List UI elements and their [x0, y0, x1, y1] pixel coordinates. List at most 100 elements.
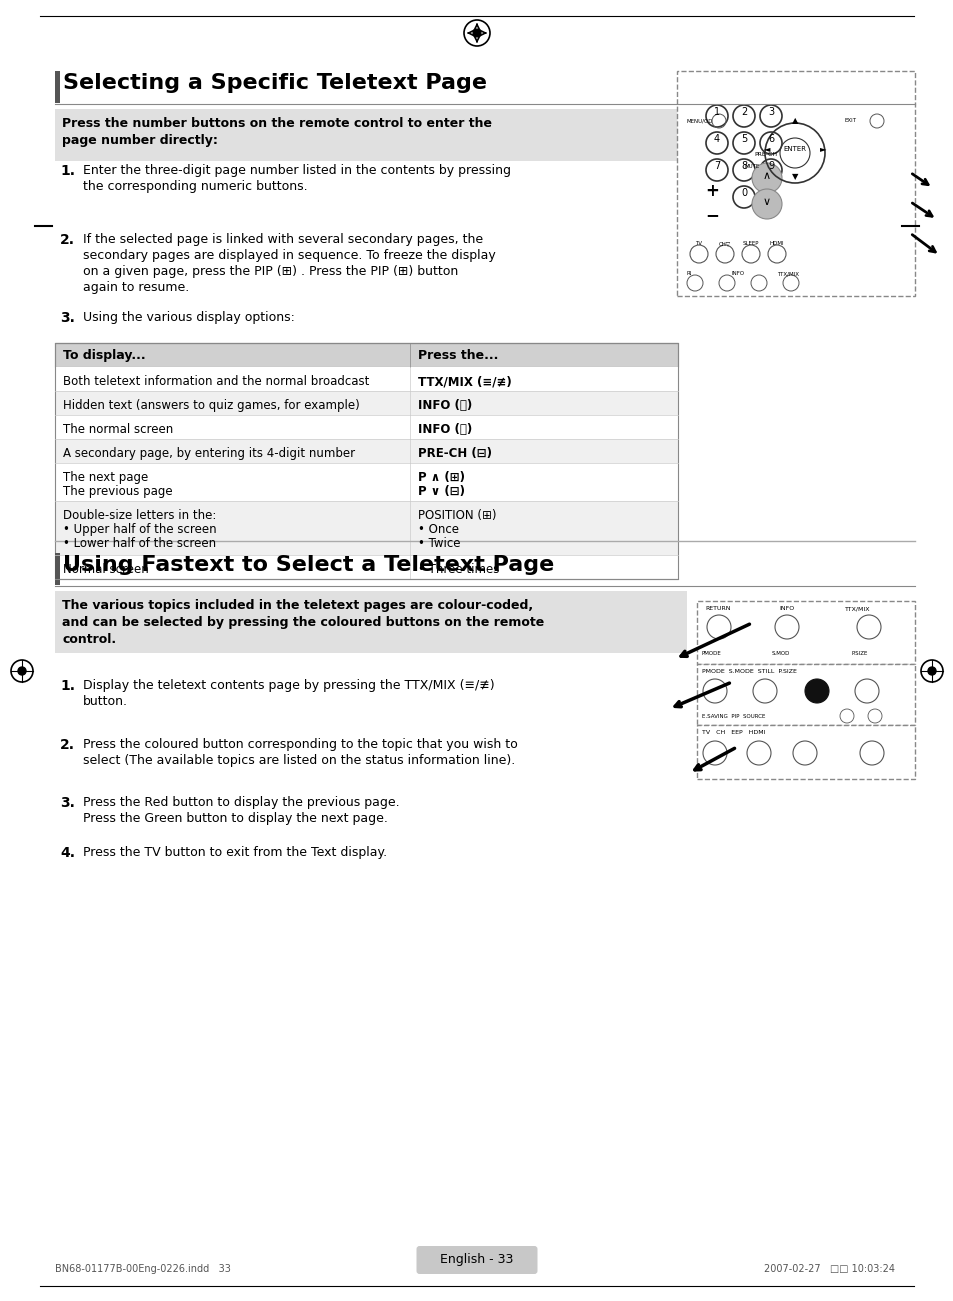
Text: English - 33: English - 33	[440, 1253, 513, 1266]
Text: control.: control.	[62, 634, 116, 647]
Text: TV: TV	[695, 241, 701, 246]
Text: 4: 4	[713, 134, 720, 144]
Text: Press the...: Press the...	[417, 349, 497, 362]
Bar	[55, 72, 60, 103]
Text: 3.: 3.	[60, 311, 74, 325]
Bar	[55, 343, 678, 579]
Text: 4.: 4.	[60, 846, 75, 860]
Circle shape	[927, 667, 935, 675]
Circle shape	[751, 189, 781, 219]
Text: INFO (⓰): INFO (⓰)	[417, 423, 472, 436]
Circle shape	[751, 163, 781, 193]
Text: Press the Red button to display the previous page.: Press the Red button to display the prev…	[83, 796, 399, 809]
Bar	[697, 601, 914, 664]
Bar	[55, 367, 678, 392]
Text: 2: 2	[740, 107, 746, 117]
Text: INFO (⓰): INFO (⓰)	[417, 399, 472, 412]
Text: P.SIZE: P.SIZE	[851, 650, 867, 656]
Text: −: −	[704, 206, 719, 224]
Bar	[55, 553, 60, 585]
Text: • Three times: • Three times	[417, 563, 498, 576]
Text: The previous page: The previous page	[63, 485, 172, 498]
Text: • Twice: • Twice	[417, 537, 460, 550]
Text: 1.: 1.	[60, 679, 75, 693]
Text: ▲: ▲	[791, 117, 798, 125]
Circle shape	[804, 679, 828, 703]
Text: again to resume.: again to resume.	[83, 281, 189, 294]
FancyBboxPatch shape	[416, 1246, 537, 1274]
Text: Press the TV button to exit from the Text display.: Press the TV button to exit from the Tex…	[83, 846, 387, 859]
Bar	[55, 415, 678, 438]
Bar	[697, 664, 914, 725]
Text: ◄: ◄	[763, 144, 769, 154]
Text: Display the teletext contents page by pressing the TTX/MIX (≡/≢): Display the teletext contents page by pr…	[83, 679, 494, 692]
Text: ▼: ▼	[791, 173, 798, 182]
Text: ►: ►	[819, 144, 825, 154]
Text: PMODE  S.MODE  STILL  P.SIZE: PMODE S.MODE STILL P.SIZE	[701, 669, 796, 674]
Text: SLEEP: SLEEP	[742, 241, 759, 246]
Text: INFO: INFO	[731, 271, 744, 276]
Text: RI: RI	[686, 271, 692, 276]
Bar	[55, 591, 686, 653]
Text: The normal screen: The normal screen	[63, 423, 173, 436]
Text: TTX/MIX (≡/≢): TTX/MIX (≡/≢)	[417, 375, 511, 388]
Bar	[55, 438, 678, 463]
Bar	[55, 109, 679, 161]
Bar	[55, 392, 678, 415]
Text: MENU/OD: MENU/OD	[686, 118, 713, 124]
Text: Using Fastext to Select a Teletext Page: Using Fastext to Select a Teletext Page	[63, 556, 554, 575]
Text: To display...: To display...	[63, 349, 146, 362]
Bar	[55, 501, 678, 556]
Text: 9: 9	[767, 161, 773, 170]
Text: Normal screen: Normal screen	[63, 563, 149, 576]
Text: 1.: 1.	[60, 164, 75, 178]
Text: • Lower half of the screen: • Lower half of the screen	[63, 537, 216, 550]
Text: 2.: 2.	[60, 233, 75, 247]
Text: POSITION (⊞): POSITION (⊞)	[417, 509, 496, 522]
Text: 7: 7	[713, 161, 720, 170]
Text: Both teletext information and the normal broadcast: Both teletext information and the normal…	[63, 375, 369, 388]
Text: The various topics included in the teletext pages are colour-coded,: The various topics included in the telet…	[62, 598, 533, 611]
Text: 2007-02-27   □□ 10:03:24: 2007-02-27 □□ 10:03:24	[763, 1265, 894, 1274]
Text: Using the various display options:: Using the various display options:	[83, 311, 294, 324]
Text: 3: 3	[767, 107, 773, 117]
Text: 5: 5	[740, 134, 746, 144]
Text: 6: 6	[767, 134, 773, 144]
Text: • Upper half of the screen: • Upper half of the screen	[63, 523, 216, 536]
Text: TTX/MIX: TTX/MIX	[844, 606, 869, 611]
Text: secondary pages are displayed in sequence. To freeze the display: secondary pages are displayed in sequenc…	[83, 248, 496, 262]
Text: Press the coloured button corresponding to the topic that you wish to: Press the coloured button corresponding …	[83, 738, 517, 751]
Text: PRE-CH: PRE-CH	[754, 152, 777, 157]
Text: TV   CH   EEP   HDMI: TV CH EEP HDMI	[701, 730, 764, 735]
Bar	[55, 556, 678, 579]
Text: 2.: 2.	[60, 738, 75, 752]
Text: the corresponding numeric buttons.: the corresponding numeric buttons.	[83, 180, 307, 193]
Text: EXIT: EXIT	[844, 118, 856, 124]
Bar	[677, 72, 914, 297]
Text: E.SAVING  PIP  SOURCE: E.SAVING PIP SOURCE	[701, 714, 764, 719]
Text: CH▽: CH▽	[719, 241, 730, 246]
Text: ∨: ∨	[762, 196, 770, 207]
Text: select (The available topics are listed on the status information line).: select (The available topics are listed …	[83, 755, 515, 768]
Text: Selecting a Specific Teletext Page: Selecting a Specific Teletext Page	[63, 73, 486, 92]
Bar	[55, 463, 678, 501]
Text: button.: button.	[83, 695, 128, 708]
Bar	[697, 725, 914, 779]
Text: P ∧ (⊞): P ∧ (⊞)	[417, 471, 464, 484]
Text: ∧: ∧	[762, 170, 770, 181]
Text: BN68-01177B-00Eng-0226.indd   33: BN68-01177B-00Eng-0226.indd 33	[55, 1265, 231, 1274]
Text: Press the number buttons on the remote control to enter the: Press the number buttons on the remote c…	[62, 117, 492, 130]
Text: on a given page, press the PIP (⊞) . Press the PIP (⊞) button: on a given page, press the PIP (⊞) . Pre…	[83, 265, 457, 278]
Text: 3.: 3.	[60, 796, 74, 811]
Text: TTX/MIX: TTX/MIX	[776, 271, 799, 276]
Text: Enter the three-digit page number listed in the contents by pressing: Enter the three-digit page number listed…	[83, 164, 511, 177]
Text: The next page: The next page	[63, 471, 148, 484]
Text: Double-size letters in the:: Double-size letters in the:	[63, 509, 216, 522]
Text: +: +	[704, 182, 719, 200]
Bar	[55, 343, 678, 367]
Text: PRE-CH (⊟): PRE-CH (⊟)	[417, 448, 492, 461]
Text: page number directly:: page number directly:	[62, 134, 217, 147]
Text: S.MOD: S.MOD	[771, 650, 789, 656]
Text: P ∨ (⊟): P ∨ (⊟)	[417, 485, 464, 498]
Text: A secondary page, by entering its 4-digit number: A secondary page, by entering its 4-digi…	[63, 448, 355, 461]
